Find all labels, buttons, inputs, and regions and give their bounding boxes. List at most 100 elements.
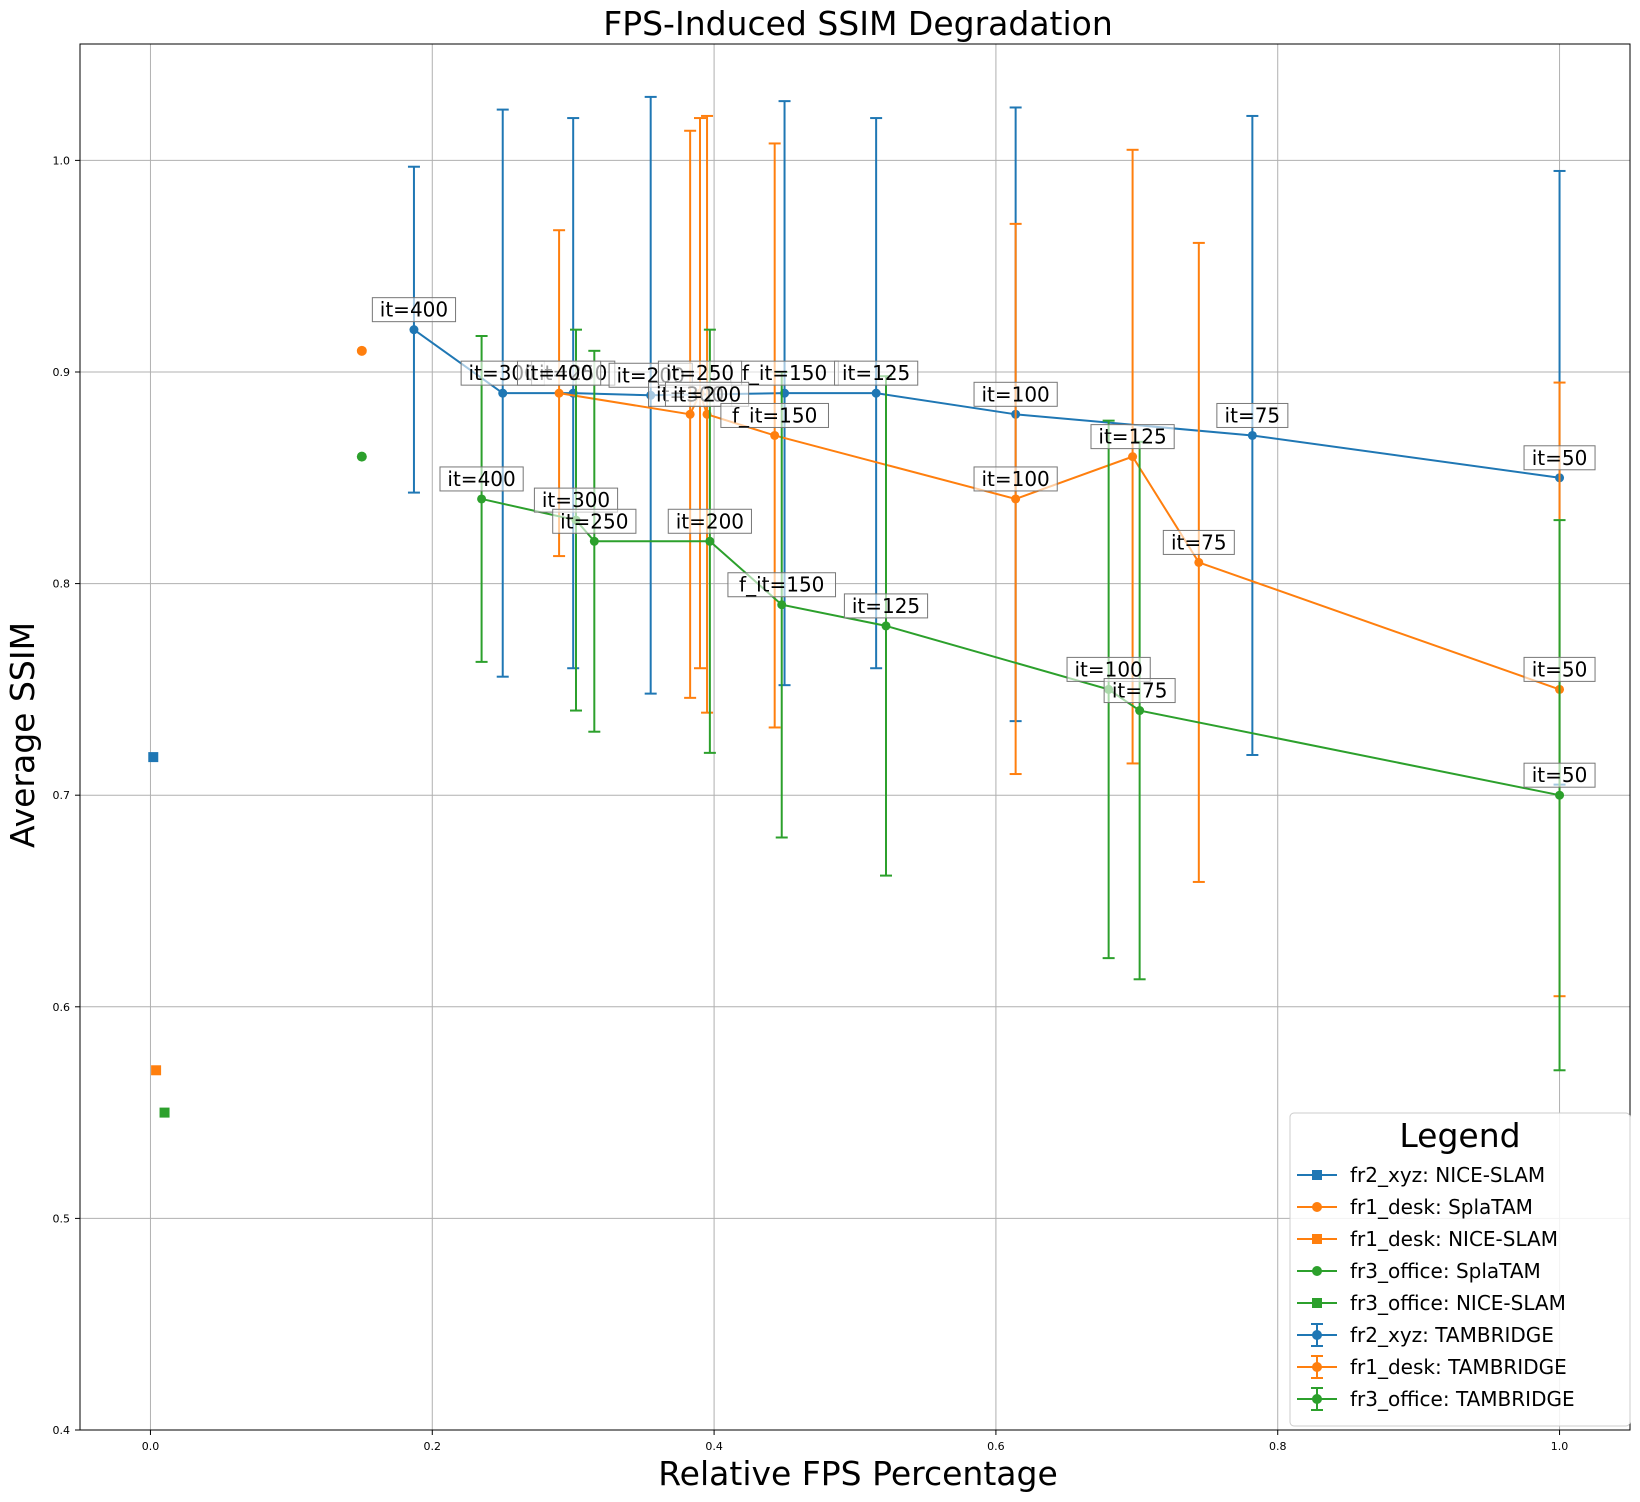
annotation: f_it=150 xyxy=(727,572,837,598)
annotation: it=100 xyxy=(1066,656,1151,682)
legend-frame xyxy=(1289,1112,1631,1427)
data-point xyxy=(705,536,715,546)
legend-item: fr1_desk: TAMBRIDGE xyxy=(1297,1355,1567,1379)
annotation-box xyxy=(1162,529,1235,555)
annotation-label: f_it=150 xyxy=(739,573,824,597)
annotation: it=200 xyxy=(667,508,752,534)
annotation-label: it=400 xyxy=(380,298,448,322)
annotation-label: it=75 xyxy=(1225,403,1281,427)
annotation: it=400 xyxy=(439,466,524,492)
data-point xyxy=(151,1065,162,1076)
legend-marker xyxy=(1312,1362,1322,1372)
y-tick-label: 0.6 xyxy=(53,1001,71,1014)
series-5 xyxy=(407,95,1566,786)
data-point xyxy=(871,388,881,398)
data-point xyxy=(554,388,564,398)
annotation-label: it=125 xyxy=(852,594,920,618)
legend-label: fr3_office: TAMBRIDGE xyxy=(1350,1387,1575,1411)
annotation-box xyxy=(664,381,750,407)
y-tick-label: 1.0 xyxy=(53,154,71,167)
annotation-label: it=50 xyxy=(1532,763,1588,787)
y-tick-label: 0.9 xyxy=(53,366,71,379)
annotation-label: it=250 xyxy=(666,361,734,385)
annotation: f_it=150 xyxy=(720,402,829,428)
annotation-label: f_it=150 xyxy=(742,361,827,385)
data-point xyxy=(356,345,367,356)
annotation-box xyxy=(1090,424,1175,450)
tick-labels: 0.0 0.2 0.4 0.6 0.8 1.0 0.4 0.5 0.6 0.7 0.8 0.9 1.0 xyxy=(53,154,1569,1453)
legend-item: fr2_xyz: NICE-SLAM xyxy=(1297,1163,1545,1187)
x-tick-label: 0.0 xyxy=(142,1440,160,1453)
data-point xyxy=(356,451,367,462)
annotation: it=125 xyxy=(843,593,929,619)
annotation-box xyxy=(727,572,837,598)
annotation-label: it=200 xyxy=(676,509,744,533)
series-3 xyxy=(356,451,367,462)
chart-title: FPS-Induced SSIM Degradation xyxy=(603,4,1113,43)
annotation-label: it=100 xyxy=(1074,657,1142,681)
legend-marker xyxy=(1312,1202,1322,1212)
annotation: it=400 xyxy=(371,297,457,323)
legend-label: fr3_office: NICE-SLAM xyxy=(1350,1291,1566,1315)
annotation-label: it=50 xyxy=(1532,657,1588,681)
annotation: it=100 xyxy=(973,381,1058,407)
annotation: it=200 xyxy=(664,381,750,407)
annotation-box xyxy=(973,381,1058,407)
legend-item: fr1_desk: SplaTAM xyxy=(1297,1195,1533,1219)
legend: Legend fr2_xyz: NICE-SLAM fr1_desk: SplaT… xyxy=(1289,1112,1631,1427)
x-tick-label: 1.0 xyxy=(1551,1440,1569,1453)
annotation: it=75 xyxy=(1162,529,1235,555)
data-point xyxy=(409,325,419,335)
annotation: it=300 xyxy=(533,487,619,513)
legend-item: fr3_office: TAMBRIDGE xyxy=(1297,1387,1575,1411)
annotation-box xyxy=(843,593,929,619)
series-0 xyxy=(148,752,159,763)
y-axis-label: Average SSIM xyxy=(3,622,42,848)
annotation: it=400 xyxy=(516,360,602,386)
data-point xyxy=(777,600,787,610)
data-point xyxy=(1194,557,1204,567)
annotation-label: it=125 xyxy=(842,361,910,385)
legend-marker xyxy=(1312,1170,1322,1180)
data-point xyxy=(1555,790,1565,800)
y-tick-label: 0.7 xyxy=(53,789,71,802)
annotation-label: it=300 xyxy=(542,488,610,512)
annotation: it=50 xyxy=(1523,656,1596,682)
legend-title: Legend xyxy=(1399,1116,1520,1155)
annotation-label: it=200 xyxy=(673,382,741,406)
series-2 xyxy=(151,1065,162,1076)
y-tick-label: 0.8 xyxy=(53,578,71,591)
legend-label: fr2_xyz: TAMBRIDGE xyxy=(1350,1323,1554,1347)
data-point xyxy=(685,409,695,419)
y-tick-label: 0.4 xyxy=(53,1424,71,1437)
annotation: it=50 xyxy=(1523,445,1596,471)
annotation-box xyxy=(1523,656,1596,682)
annotation-box xyxy=(533,487,619,513)
annotation: it=100 xyxy=(973,466,1058,492)
data-point xyxy=(148,752,159,763)
legend-label: fr1_desk: SplaTAM xyxy=(1350,1195,1533,1219)
legend-item: fr1_desk: NICE-SLAM xyxy=(1297,1227,1558,1251)
series-line xyxy=(481,497,1560,797)
x-axis-label: Relative FPS Percentage xyxy=(658,1454,1058,1493)
legend-label: fr1_desk: NICE-SLAM xyxy=(1350,1227,1558,1251)
x-tick-label: 0.6 xyxy=(987,1440,1005,1453)
x-tick-label: 0.2 xyxy=(424,1440,442,1453)
annotation: it=125 xyxy=(834,360,919,386)
annotation: it=50 xyxy=(1523,762,1596,788)
data-point xyxy=(159,1107,170,1118)
annotation-box xyxy=(1523,762,1596,788)
annotation: it=75 xyxy=(1216,402,1289,428)
annotation: it=125 xyxy=(1090,424,1175,450)
data-point xyxy=(1128,452,1138,462)
data-point xyxy=(770,430,780,440)
axes xyxy=(75,43,1631,1435)
series-1 xyxy=(356,345,367,356)
legend-marker xyxy=(1312,1394,1322,1404)
legend-marker xyxy=(1312,1330,1322,1340)
y-tick-label: 0.5 xyxy=(53,1212,71,1225)
annotation-label: it=100 xyxy=(981,467,1049,491)
plot-frame xyxy=(79,43,1631,1431)
annotation-box xyxy=(439,466,524,492)
